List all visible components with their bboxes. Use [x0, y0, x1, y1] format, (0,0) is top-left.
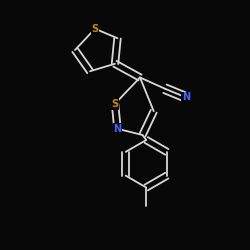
Text: S: S	[112, 99, 118, 109]
Text: N: N	[182, 92, 190, 102]
Text: N: N	[114, 124, 122, 134]
Text: S: S	[92, 24, 98, 34]
